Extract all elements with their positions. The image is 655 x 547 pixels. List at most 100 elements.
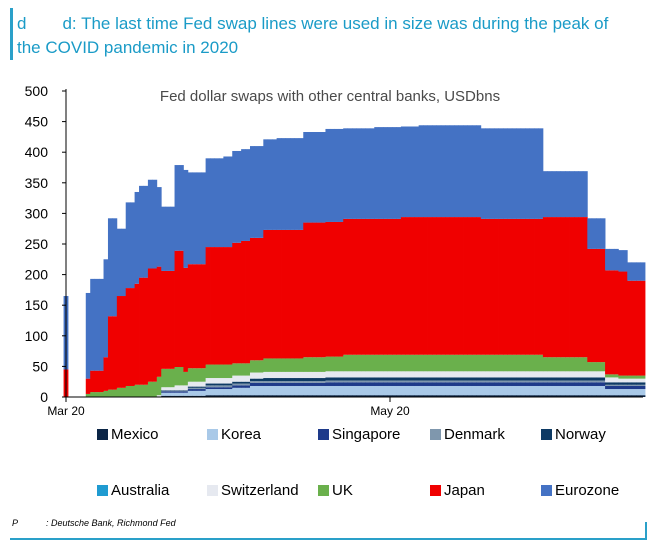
bar-segment-denmark — [316, 381, 322, 383]
bar-segment-switzerland — [596, 371, 602, 378]
bar-segment-uk — [152, 381, 158, 397]
bar-segment-switzerland — [360, 371, 366, 378]
bar-segment-japan — [414, 217, 420, 355]
bar-segment-switzerland — [574, 371, 579, 378]
bar-segment-korea — [547, 385, 553, 396]
bar-segment-eurozone — [152, 179, 158, 269]
bar-segment-mexico — [560, 395, 566, 397]
bar-segment-mexico — [547, 395, 553, 397]
bar-segment-eurozone — [374, 127, 380, 219]
bar-segment-norway — [347, 377, 353, 381]
bar-segment-korea — [507, 385, 513, 396]
bar-segment-switzerland — [582, 371, 588, 378]
bar-segment-norway — [183, 390, 189, 391]
bar-segment-mexico — [627, 395, 633, 397]
bar-segment-korea — [236, 387, 242, 396]
bar-segment-japan — [534, 218, 539, 355]
bar-segment-denmark — [307, 381, 313, 383]
bar-segment-uk — [90, 392, 96, 397]
bar-segment-norway — [565, 377, 570, 381]
bar-segment-switzerland — [210, 378, 215, 384]
bar-segment-norway — [298, 378, 304, 382]
bar-segment-japan — [449, 217, 455, 355]
bar-segment-uk — [187, 368, 193, 382]
bar-segment-uk — [134, 384, 140, 397]
bar-segment-singapore — [263, 382, 269, 386]
bar-segment-eurozone — [325, 128, 331, 222]
bar-segment-norway — [502, 377, 508, 381]
bar-segment-uk — [343, 354, 349, 372]
bar-segment-denmark — [276, 381, 282, 383]
bar-segment-switzerland — [378, 371, 384, 378]
bar-segment-korea — [383, 385, 388, 396]
bar-segment-mexico — [605, 395, 610, 397]
bar-segment-denmark — [591, 380, 597, 383]
bar-segment-uk — [316, 357, 322, 372]
bar-segment-eurozone — [423, 125, 428, 218]
bar-segment-korea — [423, 385, 428, 396]
bar-segment-denmark — [542, 380, 548, 383]
bar-segment-denmark — [525, 380, 531, 383]
bar-segment-norway — [458, 377, 464, 381]
bar-segment-norway — [396, 377, 402, 381]
bar-segment-uk — [613, 374, 619, 378]
bar-segment-denmark — [232, 383, 238, 386]
bar-segment-eurozone — [196, 172, 202, 265]
x-tick-label: Mar 20 — [47, 404, 85, 418]
bar-segment-uk — [414, 354, 420, 372]
bar-segment-denmark — [369, 380, 375, 383]
bar-segment-eurozone — [511, 128, 517, 219]
bar-segment-switzerland — [556, 371, 562, 378]
bar-segment-singapore — [409, 382, 415, 386]
bar-segment-norway — [507, 377, 513, 381]
bar-segment-japan — [618, 271, 624, 376]
bar-segment-japan — [174, 250, 180, 368]
bar-segment-japan — [107, 316, 113, 390]
bar-segment-eurozone — [378, 127, 384, 219]
bar-segment-japan — [622, 271, 628, 376]
bar-segment-norway — [254, 378, 260, 382]
bar-segment-eurozone — [214, 158, 220, 248]
bar-segment-japan — [139, 277, 144, 385]
bar-segment-eurozone — [334, 128, 340, 222]
bar-segment-norway — [587, 377, 593, 381]
bar-segment-eurozone — [241, 149, 246, 241]
bar-segment-uk — [258, 360, 264, 373]
bar-segment-denmark — [223, 385, 229, 388]
bar-segment-korea — [289, 385, 295, 396]
bar-segment-norway — [578, 377, 584, 381]
bar-segment-japan — [542, 217, 548, 358]
bar-segment-norway — [551, 377, 557, 381]
bar-segment-eurozone — [414, 126, 420, 218]
bar-segment-eurozone — [103, 259, 109, 358]
bar-segment-eurozone — [232, 150, 238, 243]
bar-segment-japan — [178, 250, 184, 368]
bar-segment-singapore — [214, 387, 220, 390]
bar-segment-uk — [281, 358, 286, 372]
bar-segment-korea — [520, 385, 526, 396]
bar-segment-switzerland — [307, 371, 313, 379]
bar-segment-korea — [511, 385, 517, 396]
bar-segment-denmark — [201, 387, 207, 390]
bar-segment-singapore — [338, 382, 344, 386]
bar-segment-japan — [356, 218, 362, 355]
y-tick-label: 500 — [25, 83, 49, 99]
bar-segment-japan — [458, 217, 464, 355]
bar-segment-mexico — [178, 395, 184, 397]
bar-segment-uk — [165, 368, 171, 388]
bar-segment-denmark — [405, 380, 411, 383]
bar-segment-switzerland — [241, 375, 246, 382]
bar-segment-uk — [556, 357, 562, 372]
bar-segment-uk — [205, 364, 211, 379]
bar-segment-singapore — [445, 382, 451, 386]
bar-segment-mexico — [165, 395, 171, 397]
bar-segment-uk — [600, 362, 606, 372]
bar-segment-japan — [636, 280, 641, 376]
bar-segment-korea — [605, 389, 610, 396]
bar-segment-switzerland — [352, 371, 357, 378]
bar-segment-uk — [609, 374, 615, 378]
bar-segment-norway — [210, 383, 215, 386]
bar-segment-eurozone — [383, 127, 388, 219]
bar-segment-uk — [254, 360, 260, 373]
bar-segment-korea — [378, 385, 384, 396]
